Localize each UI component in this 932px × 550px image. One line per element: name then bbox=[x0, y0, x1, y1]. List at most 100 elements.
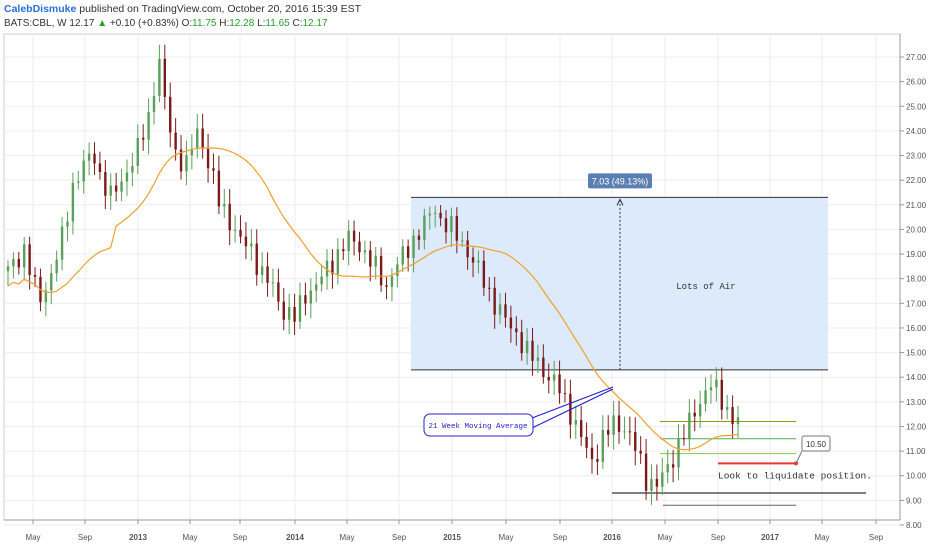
candle-body bbox=[444, 218, 448, 233]
y-tick-label: 13.00 bbox=[906, 398, 927, 407]
y-tick-label: 14.00 bbox=[906, 373, 927, 382]
candle-body bbox=[477, 260, 480, 263]
candle-body bbox=[634, 431, 637, 451]
candle-body bbox=[396, 264, 399, 277]
candle-body bbox=[104, 172, 107, 196]
candle-body bbox=[628, 431, 632, 433]
candle-body bbox=[725, 407, 729, 410]
candle-body bbox=[423, 215, 426, 240]
candle-body bbox=[271, 282, 275, 284]
candle-body bbox=[412, 235, 415, 258]
candle-body bbox=[223, 203, 226, 207]
candle-body bbox=[525, 340, 529, 354]
candle-body bbox=[206, 148, 210, 169]
candle-body bbox=[715, 379, 718, 388]
author-link[interactable]: CalebDismuke bbox=[4, 3, 77, 15]
candle-body bbox=[152, 95, 156, 113]
y-tick-label: 23.00 bbox=[906, 152, 927, 161]
candle-body bbox=[379, 255, 383, 286]
y-tick-label: 27.00 bbox=[906, 53, 927, 62]
candle-body bbox=[325, 260, 329, 277]
candle-body bbox=[17, 258, 21, 268]
candle-body bbox=[233, 229, 237, 231]
candle-body bbox=[131, 165, 134, 173]
quote-line: BATS:CBL, W 12.17 ▲ +0.10 (+0.83%) O:11.… bbox=[4, 18, 328, 29]
candle-body bbox=[590, 447, 594, 460]
candle-body bbox=[542, 357, 545, 377]
candle-body bbox=[50, 273, 53, 291]
low-value: 11.65 bbox=[265, 18, 290, 29]
symbol-label: BATS:CBL, W bbox=[4, 18, 67, 29]
candle-body bbox=[731, 407, 734, 425]
candle-body bbox=[163, 58, 167, 97]
candle-body bbox=[260, 266, 264, 275]
price-change: +0.10 (+0.83%) bbox=[109, 18, 179, 29]
candle-body bbox=[439, 212, 442, 219]
x-tick-label: 2016 bbox=[603, 533, 621, 542]
x-tick-label: 2014 bbox=[286, 533, 304, 542]
candle-body bbox=[352, 230, 356, 242]
candle-body bbox=[87, 153, 91, 161]
candle-body bbox=[471, 257, 475, 263]
candle-body bbox=[515, 328, 518, 333]
candle-body bbox=[217, 170, 221, 207]
x-tick-label: May bbox=[498, 533, 513, 542]
candle-body bbox=[585, 436, 588, 448]
ma-callout-pointer bbox=[531, 388, 614, 429]
candle-body bbox=[125, 172, 129, 182]
candle-body bbox=[720, 379, 723, 410]
y-tick-label: 21.00 bbox=[906, 201, 927, 210]
moving-average-line bbox=[7, 147, 739, 451]
y-tick-label: 20.00 bbox=[906, 225, 927, 234]
candle-body bbox=[293, 307, 296, 322]
y-tick-label: 9.00 bbox=[906, 496, 922, 505]
candle-body bbox=[244, 236, 248, 247]
candle-body bbox=[644, 453, 648, 491]
x-tick-label: May bbox=[814, 533, 829, 542]
candle-body bbox=[661, 472, 664, 487]
candle-body bbox=[342, 249, 345, 252]
candle-body bbox=[98, 163, 102, 173]
candle-body bbox=[450, 216, 453, 233]
candle-body bbox=[369, 250, 372, 267]
candle-body bbox=[55, 259, 58, 274]
x-tick-label: Sep bbox=[233, 533, 248, 542]
candle-body bbox=[309, 290, 313, 304]
y-tick-label: 11.00 bbox=[906, 447, 926, 456]
last-price: 12.17 bbox=[69, 18, 95, 29]
candle-body bbox=[558, 374, 561, 394]
candle-body bbox=[596, 459, 599, 462]
x-tick-label: May bbox=[657, 533, 672, 542]
published-text: published on TradingView.com, October 20… bbox=[79, 3, 362, 15]
candle-body bbox=[336, 249, 340, 275]
candle-body bbox=[331, 260, 334, 275]
high-label: H: bbox=[219, 18, 230, 29]
candle-body bbox=[320, 276, 323, 285]
candle-body bbox=[677, 438, 680, 468]
candle-body bbox=[315, 284, 318, 291]
candle-body bbox=[498, 304, 502, 315]
candle-body bbox=[12, 258, 15, 267]
candle-body bbox=[704, 390, 707, 405]
y-tick-label: 16.00 bbox=[906, 324, 927, 333]
x-tick-label: Sep bbox=[869, 533, 884, 542]
price-tag-pointer bbox=[795, 450, 803, 464]
y-tick-label: 12.00 bbox=[906, 422, 927, 431]
x-tick-label: Sep bbox=[711, 533, 726, 542]
candle-body bbox=[655, 478, 659, 487]
candle-body bbox=[482, 260, 486, 288]
candle-body bbox=[228, 203, 231, 231]
x-tick-label: May bbox=[182, 533, 197, 542]
low-label: L: bbox=[257, 18, 266, 29]
candle-body bbox=[650, 478, 653, 491]
x-tick-label: 2017 bbox=[761, 533, 779, 542]
x-tick-label: May bbox=[339, 533, 354, 542]
candle-body bbox=[44, 290, 48, 303]
x-tick-label: Sep bbox=[392, 533, 407, 542]
candle-body bbox=[250, 243, 253, 247]
candle-body bbox=[147, 112, 150, 140]
candle-body bbox=[493, 287, 496, 315]
y-tick-label: 18.00 bbox=[906, 275, 927, 284]
open-value: 11.75 bbox=[192, 18, 217, 29]
